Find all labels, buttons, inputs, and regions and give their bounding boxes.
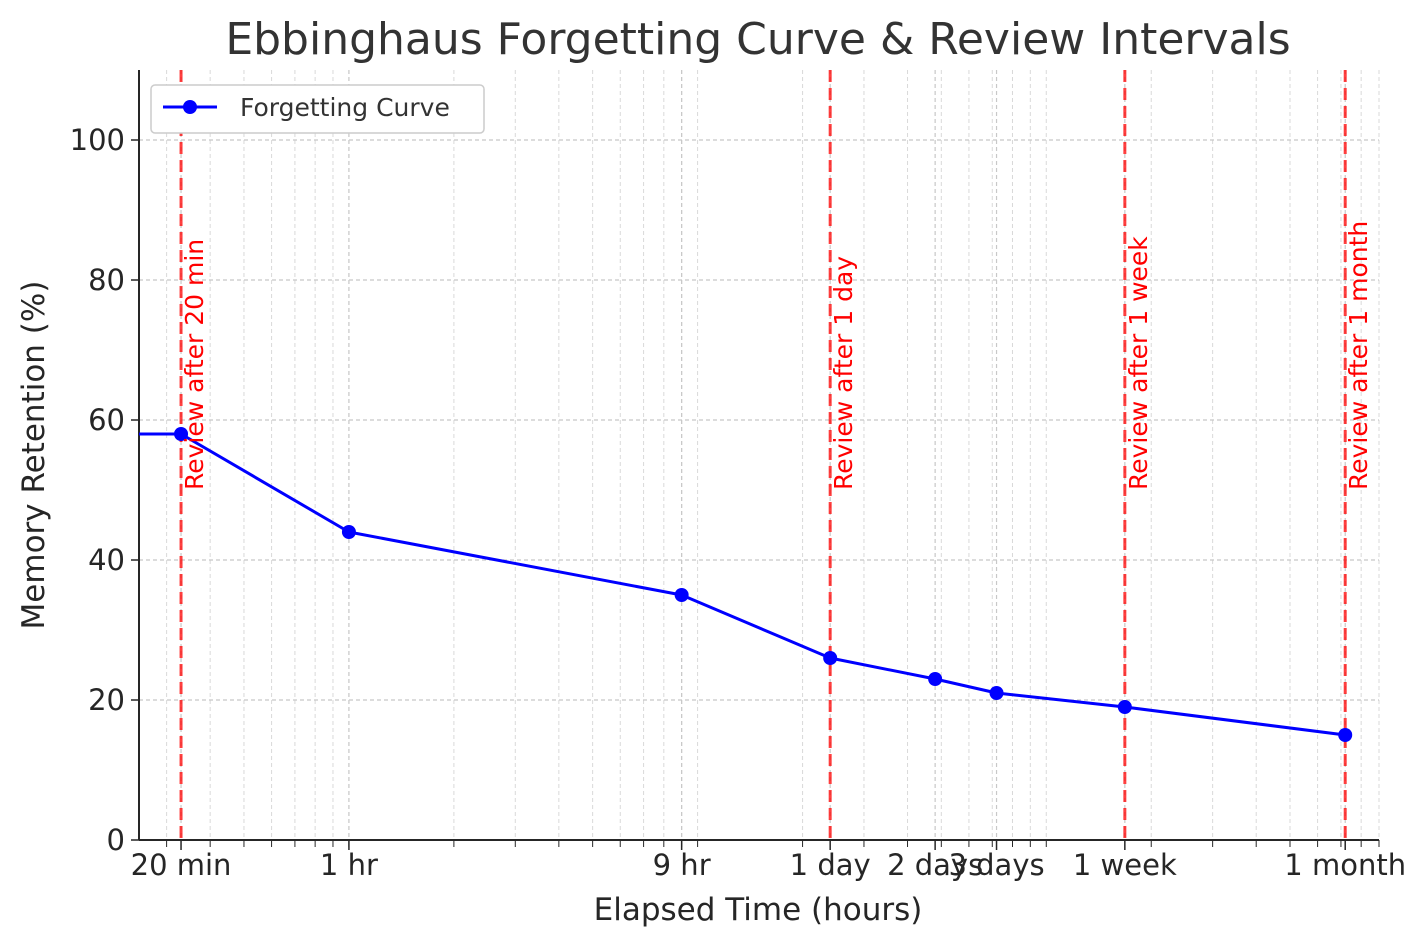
series-line (139, 432, 1346, 737)
x-tick-label: 9 hr (653, 848, 711, 882)
x-tick-label: 3 days (948, 848, 1044, 882)
x-tick-label: 1 month (1284, 848, 1406, 882)
data-point (989, 686, 1004, 700)
data-point (674, 588, 689, 602)
review-label: Review after 1 day (829, 256, 858, 490)
legend-entry-forgetting-curve: Forgetting Curve (240, 93, 450, 122)
series-layer (139, 427, 1353, 742)
grid (139, 70, 1380, 840)
y-tick-label: 20 (88, 683, 125, 717)
data-point (1338, 728, 1353, 742)
legend-marker-swatch (183, 100, 197, 114)
x-axis-label: Elapsed Time (hours) (594, 892, 923, 928)
data-point (1117, 700, 1132, 714)
review-labels: Review after 20 min Review after 1 day Rev… (180, 221, 1373, 490)
y-tick-label: 40 (88, 543, 125, 577)
chart-title: Ebbinghaus Forgetting Curve & Review Int… (225, 14, 1290, 65)
data-point (928, 672, 943, 686)
legend: Forgetting Curve (150, 84, 485, 134)
y-axis-label: Memory Retention (%) (16, 281, 52, 630)
data-point (174, 427, 189, 441)
x-tick-label: 1 week (1073, 848, 1177, 882)
data-point (341, 525, 356, 539)
legend-box (150, 84, 485, 134)
review-label: Review after 1 month (1344, 221, 1373, 490)
x-tick-label: 1 hr (320, 848, 378, 882)
review-label: Review after 20 min (180, 239, 209, 490)
x-tick-label: 2 days (887, 848, 983, 882)
y-tick-label: 80 (88, 263, 125, 297)
x-tick-label: 20 min (131, 848, 232, 882)
x-tick-label: 1 day (790, 848, 871, 882)
review-label: Review after 1 week (1124, 236, 1153, 490)
y-tick-label: 60 (88, 403, 125, 437)
data-point (823, 651, 838, 665)
y-tick-label: 0 (107, 823, 125, 857)
review-lines (179, 70, 1347, 840)
y-tick-label: 100 (70, 123, 125, 157)
